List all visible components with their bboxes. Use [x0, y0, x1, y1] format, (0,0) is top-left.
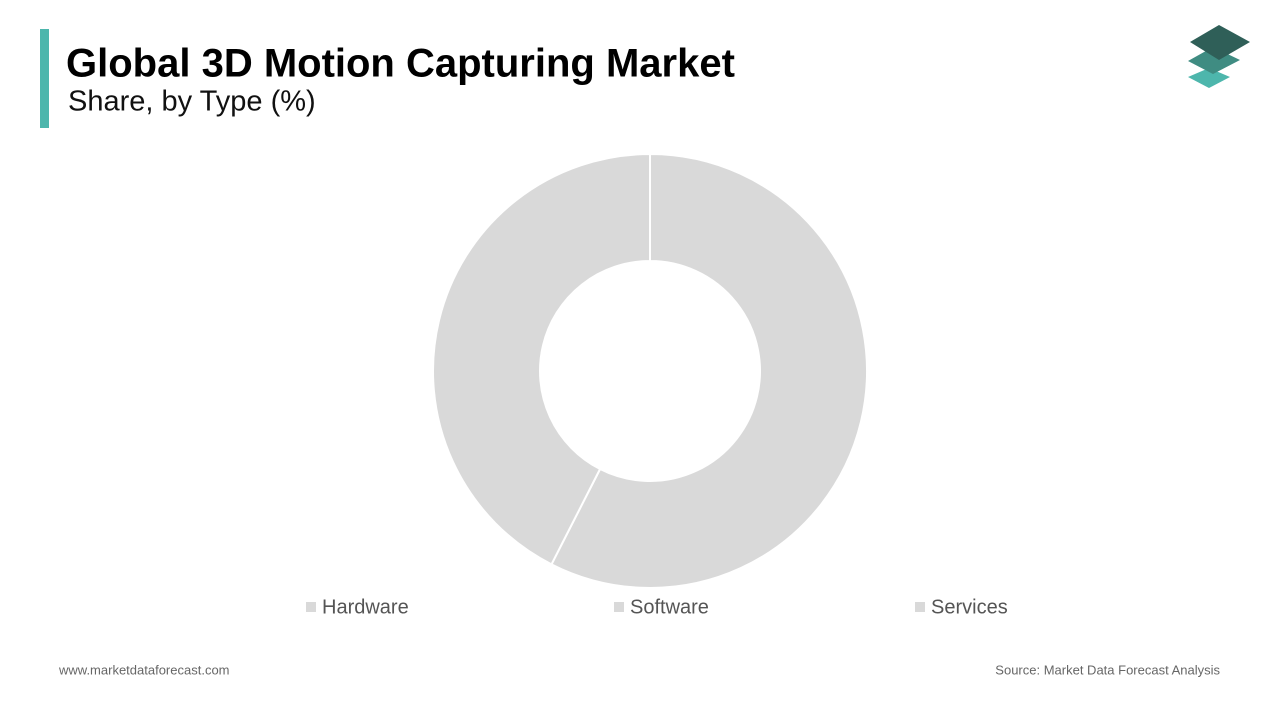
donut-segment	[550, 152, 868, 589]
title-accent	[40, 29, 49, 128]
legend-label: Services	[931, 596, 1008, 618]
source: Source: Market Data Forecast Analysis	[995, 662, 1220, 677]
logo	[1188, 25, 1250, 88]
donut-segment	[432, 152, 651, 566]
chart-title: Global 3D Motion Capturing Market	[66, 42, 735, 86]
legend-label: Hardware	[322, 596, 409, 618]
legend-swatch	[614, 602, 624, 612]
legend-swatch	[306, 602, 316, 612]
legend-label: Software	[630, 596, 709, 618]
legend-swatch	[915, 602, 925, 612]
website: www.marketdataforecast.com	[58, 662, 230, 677]
chart-subtitle: Share, by Type (%)	[68, 86, 316, 118]
